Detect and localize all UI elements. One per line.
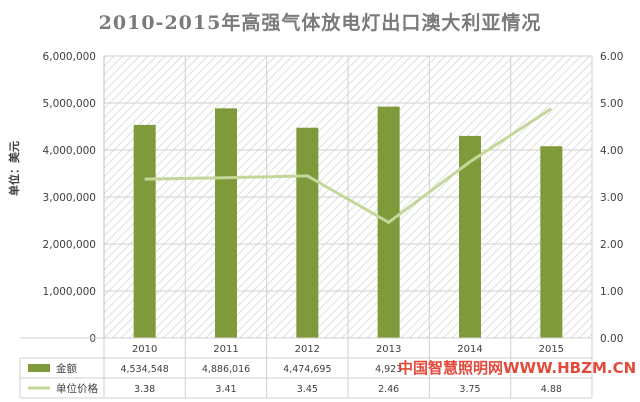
- table-cell-amount: 4,534,548: [120, 364, 168, 375]
- legend-label-amount: 金额: [56, 362, 77, 375]
- x-tick-label: 2013: [376, 344, 401, 355]
- table-cell-price: 3.41: [215, 384, 236, 395]
- y-tick-label: 2,000,000: [43, 239, 96, 251]
- table-cell-amount: 4,886,016: [202, 364, 250, 375]
- y2-tick-label: 3.00: [600, 192, 623, 204]
- table-cell-price: 2.46: [378, 384, 399, 395]
- y-tick-label: 4,000,000: [43, 145, 96, 157]
- table-cell-price: 3.45: [297, 384, 318, 395]
- y2-tick-label: 6.00: [600, 51, 623, 63]
- y2-tick-label: 1.00: [600, 286, 623, 298]
- table-cell-price: 3.38: [134, 384, 155, 395]
- chart-title: 2010-2015年高强气体放电灯出口澳大利亚情况: [98, 12, 542, 34]
- x-tick-label: 2015: [539, 344, 564, 355]
- price-line: [144, 107, 553, 225]
- bar: [133, 124, 156, 338]
- y-tick-label: 1,000,000: [43, 286, 96, 298]
- y2-tick-label: 2.00: [600, 239, 623, 251]
- y-tick-label: 3,000,000: [43, 192, 96, 204]
- y-tick-label: 0: [89, 333, 96, 345]
- y2-tick-label: 5.00: [600, 98, 623, 110]
- x-tick-label: 2014: [457, 344, 482, 355]
- y2-tick-label: 4.00: [600, 145, 623, 157]
- x-tick-label: 2012: [295, 344, 320, 355]
- x-tick-label: 2010: [132, 344, 157, 355]
- x-tick-label: 2011: [213, 344, 238, 355]
- table-cell-price: 4.88: [541, 384, 562, 395]
- bar: [296, 127, 319, 339]
- y2-tick-label: 0.00: [600, 333, 623, 345]
- table-cell-amount: 4,923: [375, 364, 402, 375]
- watermark-text: 中国智慧照明网WWW.HBZM.CN: [398, 359, 637, 377]
- y-tick-label: 5,000,000: [43, 98, 96, 110]
- y-tick-label: 6,000,000: [43, 51, 96, 63]
- table-cell-price: 3.75: [459, 384, 480, 395]
- bar: [215, 108, 237, 339]
- bar: [540, 146, 563, 338]
- legend-label-price: 单位价格: [56, 382, 98, 395]
- bar: [459, 135, 481, 338]
- legend-swatch-amount: [28, 364, 50, 372]
- table-cell-amount: 4,474,695: [283, 364, 331, 375]
